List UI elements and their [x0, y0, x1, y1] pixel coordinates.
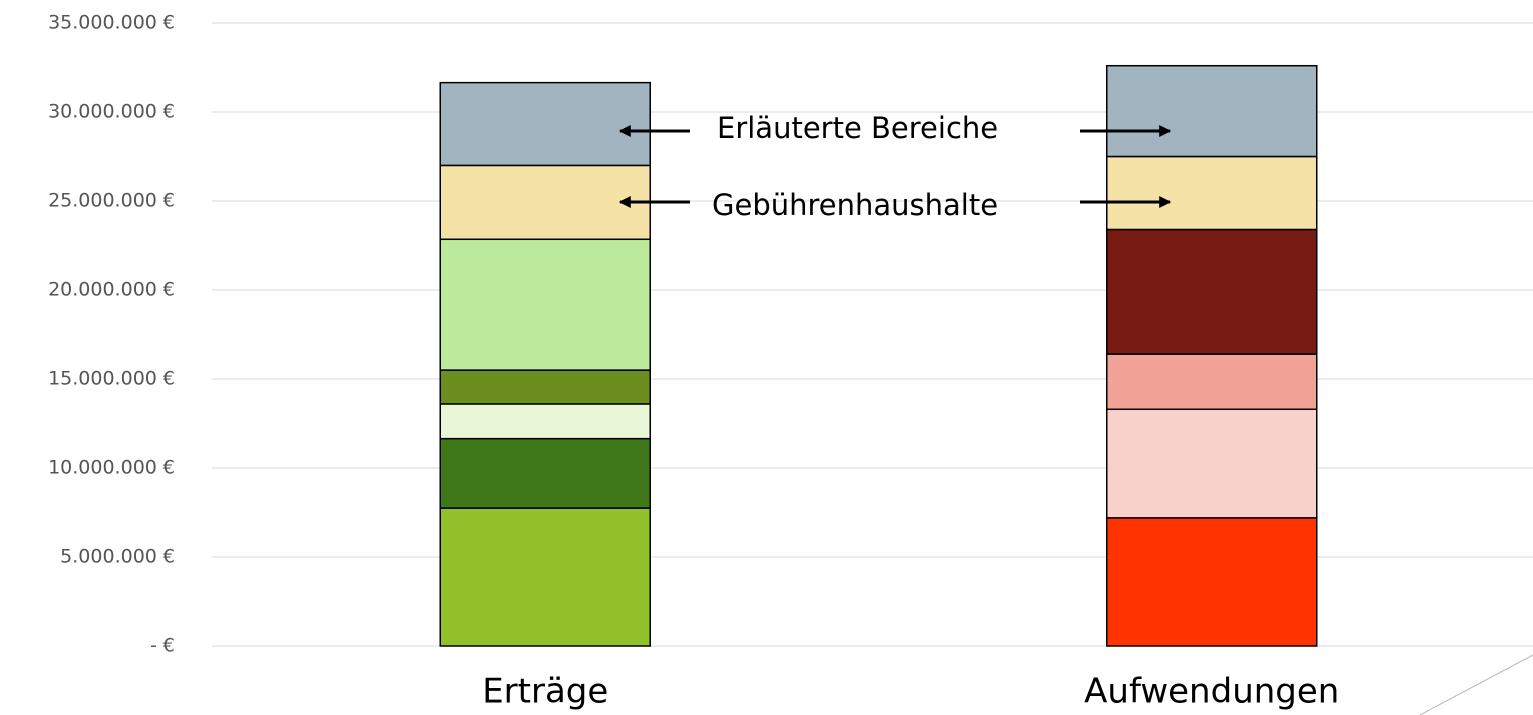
bar-segment: [1106, 353, 1318, 411]
bar-segment: [1106, 64, 1318, 158]
x-tick-label: Aufwendungen: [1084, 672, 1339, 712]
bar-segment: [439, 164, 651, 241]
bar-segment: [1106, 155, 1318, 231]
bar-segment: [1106, 517, 1318, 647]
bar-segment: [439, 81, 651, 167]
arrows: [618, 125, 1172, 208]
annotation: Gebührenhaushalte: [712, 188, 998, 222]
bar-segment: [439, 369, 651, 405]
annotation: Erläuterte Bereiche: [717, 111, 998, 145]
bars: [439, 64, 1318, 647]
y-tick-label: 35.000.000 €: [48, 12, 175, 34]
bar-segment: [439, 437, 651, 509]
bar-segment: [1106, 408, 1318, 519]
bar-segment: [1106, 228, 1318, 355]
x-tick-label: Erträge: [482, 672, 608, 712]
bar-segment: [439, 403, 651, 440]
y-tick-label: - €: [150, 635, 175, 657]
y-tick-label: 25.000.000 €: [48, 190, 175, 212]
decoration: [1419, 654, 1533, 715]
y-tick-label: 15.000.000 €: [48, 368, 175, 390]
bar-segment: [439, 507, 651, 647]
y-tick-label: 20.000.000 €: [48, 279, 175, 301]
bar-segment: [439, 238, 651, 371]
y-tick-label: 5.000.000 €: [60, 546, 175, 568]
y-tick-label: 30.000.000 €: [48, 101, 175, 123]
y-tick-label: 10.000.000 €: [48, 457, 175, 479]
